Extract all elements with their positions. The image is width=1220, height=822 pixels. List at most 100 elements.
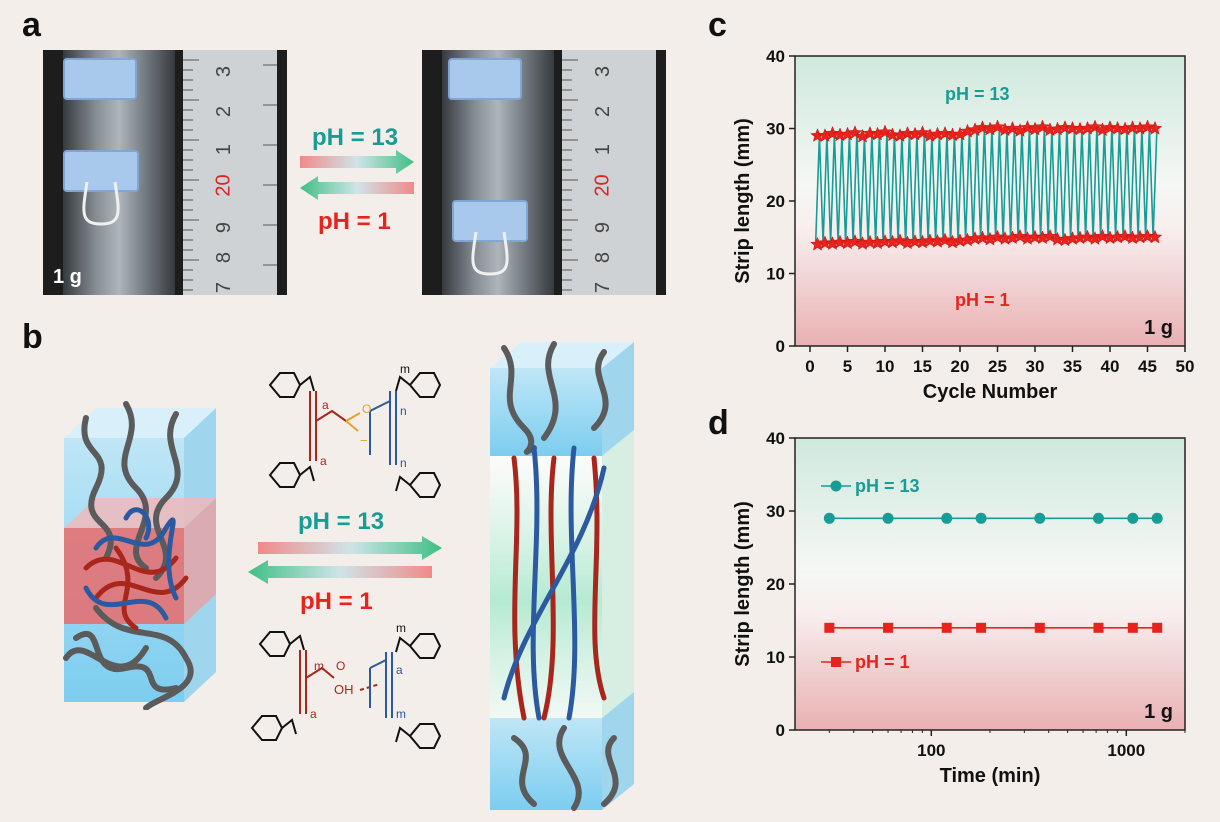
square-marker-ph1	[1152, 622, 1163, 633]
square-marker-ph1	[1127, 622, 1138, 633]
star-marker-ph13	[1110, 120, 1125, 135]
x-tick-label: 15	[913, 357, 932, 376]
star-marker-ph1	[990, 229, 1005, 244]
y-tick-label: 20	[766, 192, 785, 211]
ruler-number: 2	[592, 105, 615, 118]
binder-clip-top	[448, 58, 522, 100]
ruler-number: 9	[592, 221, 615, 234]
panel-label-b: b	[22, 318, 43, 356]
gel-cube-swollen	[490, 341, 634, 811]
star-marker-ph13	[847, 125, 863, 140]
y-tick-label: 40	[766, 47, 785, 66]
photo-before: 3 2 1 20 9 8 7 1 g	[43, 50, 287, 295]
chem-subscript: a	[322, 398, 329, 412]
star-marker-ph13	[900, 125, 915, 140]
clip-wire	[82, 181, 120, 226]
chem-subscript: m	[396, 621, 406, 635]
chem-group: −	[360, 433, 368, 448]
star-marker-ph13	[825, 125, 840, 140]
chem-group: O	[362, 402, 371, 416]
x-tick-label: 1000	[1107, 741, 1145, 760]
circle-marker-ph13	[882, 512, 894, 524]
panel-label-c: c	[708, 6, 727, 44]
annotation-mass: 1 g	[1144, 317, 1173, 339]
x-tick-label: 50	[1176, 357, 1195, 376]
circle-marker-ph13	[1127, 512, 1139, 524]
legend-label-ph1: pH = 1	[855, 652, 910, 672]
y-tick-label: 0	[776, 337, 785, 356]
star-marker-ph13	[877, 124, 893, 139]
x-tick-label: 10	[876, 357, 895, 376]
star-marker-ph1	[1042, 228, 1058, 243]
star-marker-ph1	[1050, 231, 1065, 246]
chem-group: O	[336, 659, 345, 673]
chem-subscript: a	[396, 663, 403, 677]
y-tick-label: 30	[766, 502, 785, 521]
star-marker-ph13	[1140, 119, 1155, 134]
x-axis-label: Cycle Number	[923, 381, 1058, 403]
ruler-number: 8	[592, 251, 615, 264]
star-marker-ph1	[922, 233, 938, 248]
x-tick-label: 100	[917, 741, 945, 760]
binder-clip-top	[63, 58, 137, 100]
arrow-label-ph13: pH = 13	[298, 508, 385, 535]
star-marker-ph13	[885, 127, 900, 142]
binder-clip-bottom	[63, 150, 139, 192]
star-marker-ph13	[915, 125, 930, 140]
chem-structure-deprotonated: a n m a O − n	[268, 362, 442, 498]
panel-label-d: d	[708, 404, 729, 442]
binder-clip-bottom	[452, 200, 528, 242]
photo-after: 3 2 1 20 9 8 7	[422, 50, 666, 295]
star-marker-ph13	[975, 120, 990, 134]
star-marker-ph1	[1095, 228, 1110, 243]
star-marker-ph13	[1005, 120, 1020, 135]
annotation-ph1: pH = 1	[955, 290, 1010, 310]
ruler-number: 20	[212, 174, 235, 197]
square-marker-ph1	[1093, 622, 1104, 633]
chart-time-strip-length: 0 10 20 30 40 100 1000 Time (min) Strip length (…	[732, 429, 1186, 787]
panel-label-a: a	[22, 6, 41, 44]
arrow-label-ph13: pH = 13	[312, 124, 399, 151]
ruler-number: 8	[213, 251, 236, 264]
ruler-number: 7	[213, 281, 236, 294]
x-tick-label: 35	[1063, 357, 1082, 376]
circle-marker-ph13	[975, 512, 987, 524]
chart-cycle-strip-length: 0 10 20 30 40 0 5 10 15 20 25 30 35 40 45 50 Cycle Numbe…	[732, 47, 1195, 403]
chem-subscript: n	[400, 404, 407, 418]
reversible-arrows	[300, 150, 414, 200]
chem-subscript: n	[400, 456, 407, 470]
ruler-number: 7	[592, 281, 615, 294]
star-marker-ph13	[1035, 119, 1050, 134]
legend-marker-ph13	[830, 480, 842, 492]
x-tick-label: 25	[988, 357, 1007, 376]
ruler-number: 9	[213, 221, 236, 234]
chem-subscript: m	[396, 707, 406, 721]
star-marker-ph1	[1117, 228, 1133, 243]
star-marker-ph13	[1102, 120, 1118, 134]
star-marker-ph1	[847, 233, 863, 248]
x-tick-label: 40	[1101, 357, 1120, 376]
ruler-number: 1	[592, 143, 615, 156]
square-marker-ph1	[941, 622, 952, 633]
x-tick-label: 30	[1026, 357, 1045, 376]
ruler-number: 3	[592, 65, 615, 78]
star-marker-ph1	[832, 234, 848, 249]
y-axis-label: Strip length (mm)	[732, 118, 754, 284]
y-tick-label: 10	[766, 648, 785, 667]
star-marker-ph13	[1020, 120, 1035, 134]
chem-subscript: m	[314, 659, 324, 673]
clip-wire	[471, 231, 509, 276]
square-marker-ph1	[1034, 622, 1045, 633]
star-marker-ph13	[990, 119, 1005, 134]
star-marker-ph13	[1057, 120, 1073, 134]
circle-marker-ph13	[823, 512, 835, 524]
x-tick-label: 20	[951, 357, 970, 376]
y-tick-label: 10	[766, 265, 785, 284]
annotation-mass: 1 g	[1144, 701, 1173, 723]
chem-group: OH	[334, 682, 354, 697]
star-marker-ph1	[1140, 228, 1155, 243]
ruler-number: 20	[591, 174, 614, 197]
star-marker-ph1	[1012, 228, 1028, 243]
circle-marker-ph13	[1034, 512, 1046, 524]
arrow-label-ph1: pH = 1	[318, 208, 391, 235]
